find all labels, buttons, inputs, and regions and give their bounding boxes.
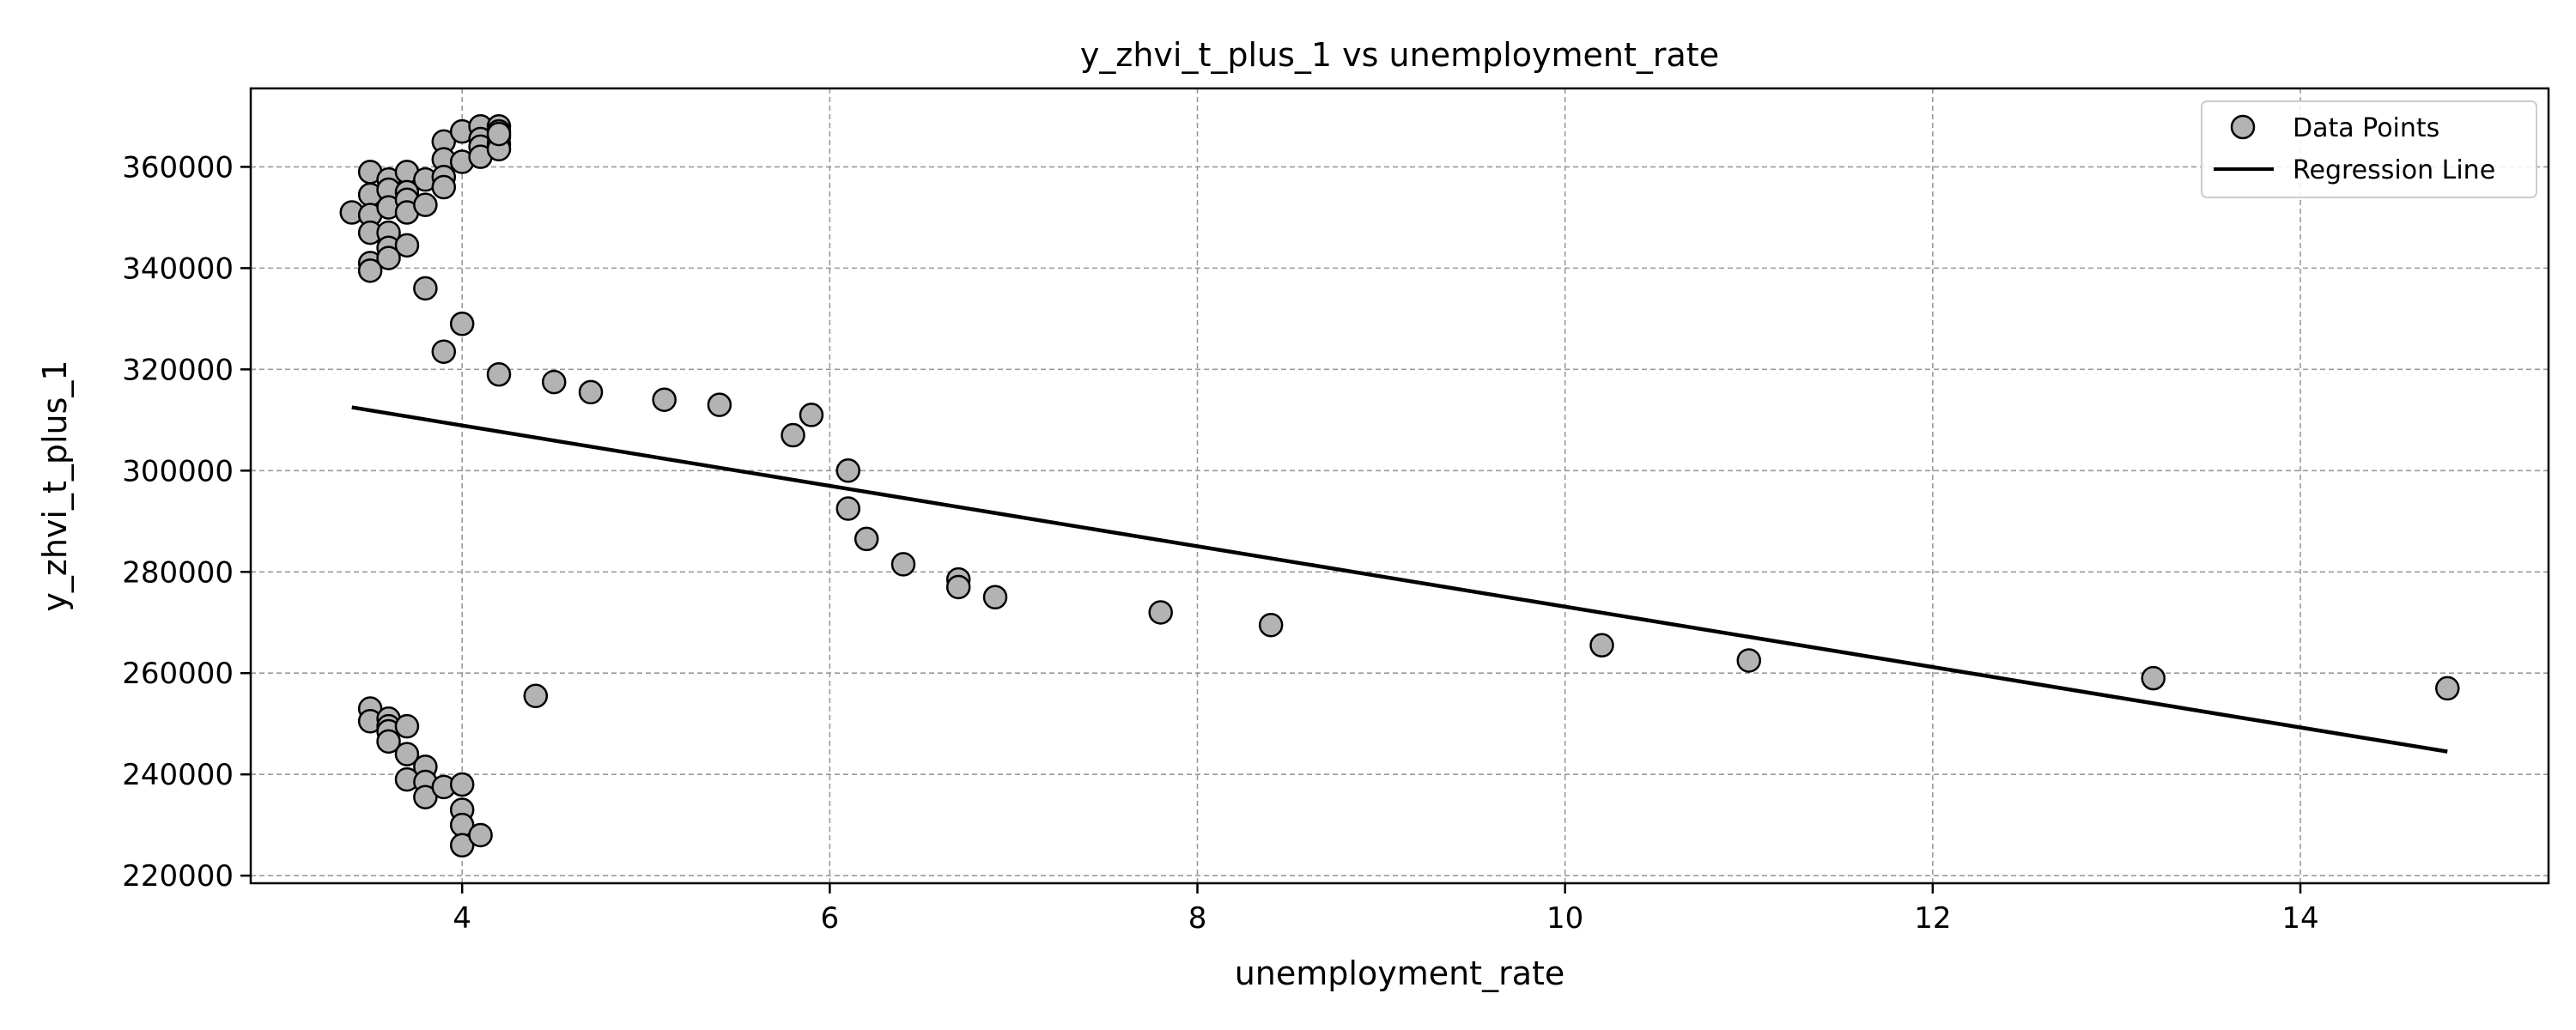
data-point [2435, 676, 2460, 701]
data-point [431, 174, 457, 200]
legend-marker-data-points [2230, 114, 2256, 140]
data-point [835, 496, 861, 521]
x-tick-label: 6 [821, 901, 840, 936]
legend-box [2201, 100, 2537, 198]
data-point [468, 822, 493, 848]
chart-title: y_zhvi_t_plus_1 vs unemployment_rate [1080, 36, 1719, 74]
data-point [413, 785, 438, 809]
y-tick-label: 220000 [122, 859, 234, 894]
x-tick-label: 12 [1914, 901, 1951, 936]
data-point [449, 312, 475, 336]
data-point [449, 772, 475, 797]
data-points-layer [339, 113, 2460, 858]
data-point [449, 833, 475, 858]
x-tick-label: 8 [1188, 901, 1207, 936]
data-point [413, 276, 438, 301]
legend-label-regression-line: Regression Line [2293, 155, 2495, 185]
data-point [799, 403, 824, 427]
data-point [578, 379, 604, 405]
data-point [982, 585, 1008, 610]
data-point [357, 258, 383, 283]
data-point [394, 233, 420, 258]
data-point [1148, 600, 1173, 625]
y-tick-label: 280000 [122, 555, 234, 590]
data-point [890, 552, 916, 577]
y-tick-label: 340000 [122, 251, 234, 286]
data-point [2141, 665, 2166, 691]
x-axis-label: unemployment_rate [1235, 954, 1565, 992]
data-point [486, 121, 512, 147]
data-point [1736, 648, 1762, 673]
y-tick-label: 320000 [122, 353, 234, 387]
data-point [854, 526, 879, 552]
y-tick-label: 240000 [122, 758, 234, 792]
data-point [652, 387, 677, 412]
y-tick-label: 300000 [122, 454, 234, 488]
data-point [376, 245, 401, 270]
data-point [1589, 633, 1614, 658]
data-point [945, 574, 971, 600]
data-point [835, 458, 861, 483]
legend: Data Points Regression Line [2201, 100, 2537, 198]
data-point [781, 422, 805, 448]
data-point [376, 729, 401, 754]
data-point [707, 392, 732, 417]
x-tick-label: 4 [453, 901, 471, 936]
data-point [541, 369, 567, 395]
data-point [394, 742, 420, 766]
regression-line [351, 405, 2448, 754]
data-point [413, 192, 438, 217]
y-tick-label: 260000 [122, 657, 234, 691]
data-point [431, 339, 457, 364]
data-point [523, 683, 549, 709]
regression-layer [351, 405, 2448, 754]
legend-label-data-points: Data Points [2293, 113, 2439, 143]
x-tick-label: 14 [2281, 901, 2318, 936]
x-axis-ticks: 4 6 8 10 12 14 [453, 883, 2319, 936]
y-tick-label: 360000 [122, 150, 234, 185]
data-point [394, 713, 420, 739]
x-tick-label: 10 [1546, 901, 1583, 936]
plot-frame [249, 87, 2550, 885]
data-point [1258, 612, 1284, 638]
grid-lines [251, 88, 2549, 883]
y-axis-ticks: 220000 240000 260000 280000 300000 320000 3400… [122, 150, 251, 894]
data-point [486, 361, 512, 387]
y-axis-label: y_zhvi_t_plus_1 [36, 360, 74, 611]
